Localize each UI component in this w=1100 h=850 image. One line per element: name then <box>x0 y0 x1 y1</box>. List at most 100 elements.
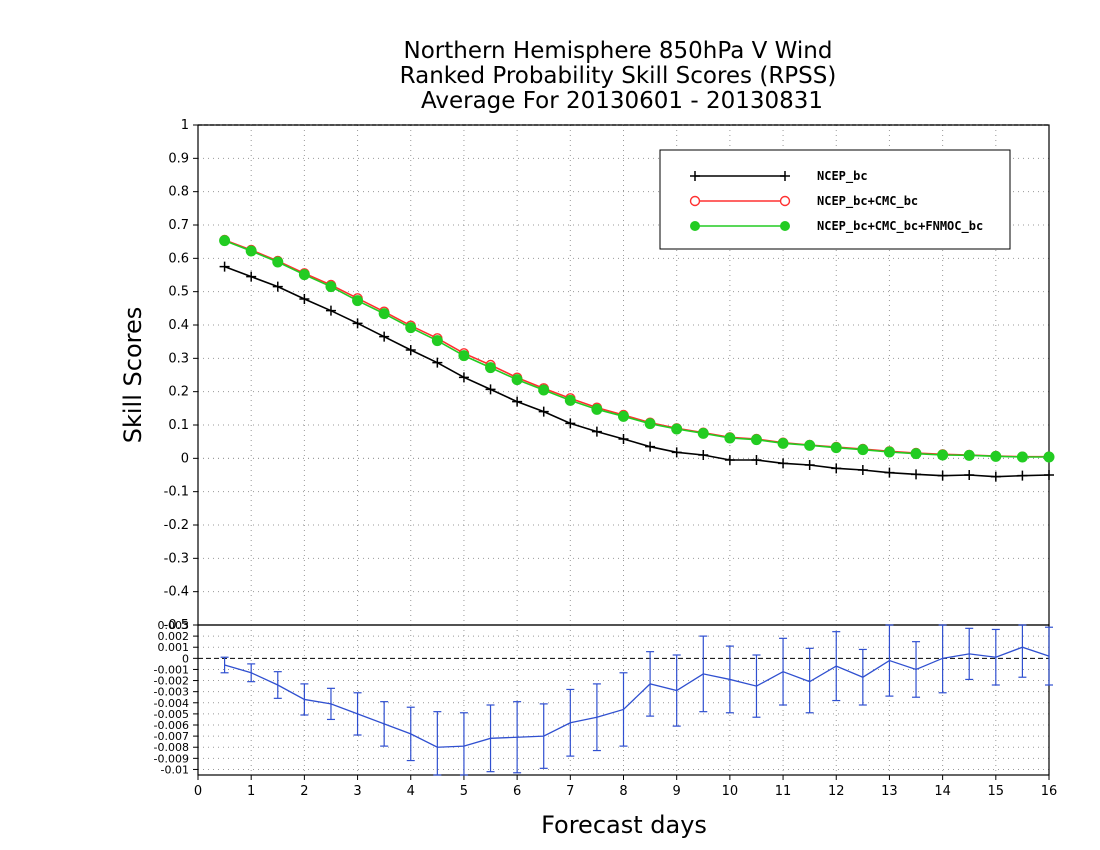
bottom-y-tick-label: -0.009 <box>154 752 189 765</box>
data-point-plus <box>352 318 363 329</box>
x-tick-label: 8 <box>619 784 627 799</box>
data-point-plus <box>591 426 602 437</box>
data-point-filled-circle <box>245 245 257 257</box>
legend-marker-filled-circle <box>780 221 790 231</box>
bottom-y-tick-label: -0.002 <box>154 675 189 688</box>
data-point-plus <box>778 458 789 469</box>
chart-title-line-1: Northern Hemisphere 850hPa V Wind <box>404 38 833 64</box>
x-axis-label: Forecast days <box>541 811 707 839</box>
data-point-plus <box>937 470 948 481</box>
data-point-plus <box>512 396 523 407</box>
data-point-filled-circle <box>697 427 709 439</box>
bottom-y-tick-label: -0.007 <box>154 730 189 743</box>
legend-label: NCEP_bc <box>817 169 868 184</box>
difference-series-group <box>220 624 1053 776</box>
bottom-y-tick-label: 0.002 <box>158 630 190 643</box>
data-point-filled-circle <box>910 448 922 460</box>
top-y-tick-label: 0.1 <box>168 418 189 433</box>
data-point-plus <box>698 450 709 460</box>
x-tick-label: 14 <box>934 784 951 799</box>
data-point-filled-circle <box>618 410 629 422</box>
legend: NCEP_bc NCEP_bc+CMC_bc NCEP_bc+CMC_bc+FNMO… <box>659 149 1011 250</box>
bottom-y-tick-label: 0 <box>182 652 189 665</box>
data-point-plus <box>724 455 735 465</box>
x-tick-label: 0 <box>194 784 202 799</box>
data-point-filled-circle <box>1043 451 1055 463</box>
data-point-filled-circle <box>405 322 417 334</box>
data-point-plus <box>671 447 682 458</box>
data-point-plus <box>751 455 762 465</box>
data-point-filled-circle <box>564 394 576 406</box>
series-2-group <box>219 234 1055 462</box>
data-point-filled-circle <box>378 308 390 320</box>
data-point-plus <box>990 471 1001 482</box>
data-point-plus <box>1017 470 1028 481</box>
data-point-filled-circle <box>990 450 1002 462</box>
data-point-filled-circle <box>963 449 975 461</box>
top-y-tick-label: 0.6 <box>168 251 189 266</box>
x-tick-label: 4 <box>407 784 415 799</box>
difference-series-line <box>224 646 1050 748</box>
bottom-y-tick-label: -0.008 <box>154 741 189 754</box>
data-point-plus <box>565 418 576 429</box>
data-point-filled-circle <box>272 256 284 268</box>
top-y-tick-label: 0.7 <box>168 218 189 233</box>
bottom-y-tick-label: -0.001 <box>154 663 189 676</box>
series-line <box>224 265 1050 478</box>
data-point-filled-circle <box>431 335 443 347</box>
bottom-y-tick-label: -0.003 <box>154 686 189 699</box>
data-point-filled-circle <box>777 437 789 449</box>
data-point-plus <box>405 345 416 355</box>
top-y-tick-label: 0.4 <box>168 318 189 333</box>
top-y-tick-label: -0.1 <box>164 485 189 500</box>
bottom-y-tick-label: 0.001 <box>158 641 190 654</box>
data-point-filled-circle <box>538 384 550 396</box>
top-y-tick-label: 0 <box>181 451 189 466</box>
top-y-tick-label: 0.2 <box>168 385 189 400</box>
data-point-plus <box>538 406 549 417</box>
data-point-plus <box>272 281 283 292</box>
y-axis-label: Skill Scores <box>119 307 147 444</box>
top-y-tick-label: -0.5 <box>164 618 189 633</box>
series-line <box>224 239 1049 458</box>
legend-label: NCEP_bc+CMC_bc+FNMOC_bc <box>817 219 983 234</box>
data-point-plus <box>219 261 230 272</box>
top-y-tick-label: -0.2 <box>164 518 189 533</box>
data-point-filled-circle <box>1016 451 1028 463</box>
top-y-tick-label: 0.3 <box>168 351 189 366</box>
data-point-plus <box>857 465 868 475</box>
data-point-filled-circle <box>883 446 895 458</box>
data-point-plus <box>911 469 922 480</box>
bottom-y-tick-label: 0.003 <box>158 619 190 632</box>
legend-marker-filled-circle <box>690 221 700 231</box>
bottom-y-tick-label: -0.005 <box>154 708 189 721</box>
top-y-tick-label: 0.9 <box>168 151 189 166</box>
data-point-plus <box>618 434 629 444</box>
data-point-plus <box>458 372 469 383</box>
legend-marker-plus <box>690 171 700 181</box>
x-tick-label: 16 <box>1041 784 1058 799</box>
x-tick-label: 9 <box>673 784 681 799</box>
data-point-plus <box>645 441 656 452</box>
data-point-plus <box>1044 470 1054 480</box>
data-point-filled-circle <box>458 350 470 362</box>
bottom-y-tick-label: -0.006 <box>154 719 189 732</box>
data-point-filled-circle <box>511 374 523 386</box>
top-y-tick-label: 1 <box>181 118 189 133</box>
x-tick-label: 10 <box>722 784 739 799</box>
data-point-filled-circle <box>857 444 869 456</box>
data-point-filled-circle <box>485 362 497 374</box>
legend-box <box>659 149 1011 250</box>
legend-marker-open-circle <box>779 195 791 207</box>
top-y-tick-label: -0.4 <box>164 585 189 600</box>
x-tick-label: 6 <box>513 784 521 799</box>
data-point-filled-circle <box>352 295 364 307</box>
data-point-plus <box>432 357 443 368</box>
data-point-filled-circle <box>830 442 842 454</box>
x-tick-label: 2 <box>300 784 308 799</box>
top-y-tick-label: 0.5 <box>168 285 189 300</box>
top-y-tick-label: 0.8 <box>168 185 189 200</box>
series-3-group <box>219 235 1055 463</box>
